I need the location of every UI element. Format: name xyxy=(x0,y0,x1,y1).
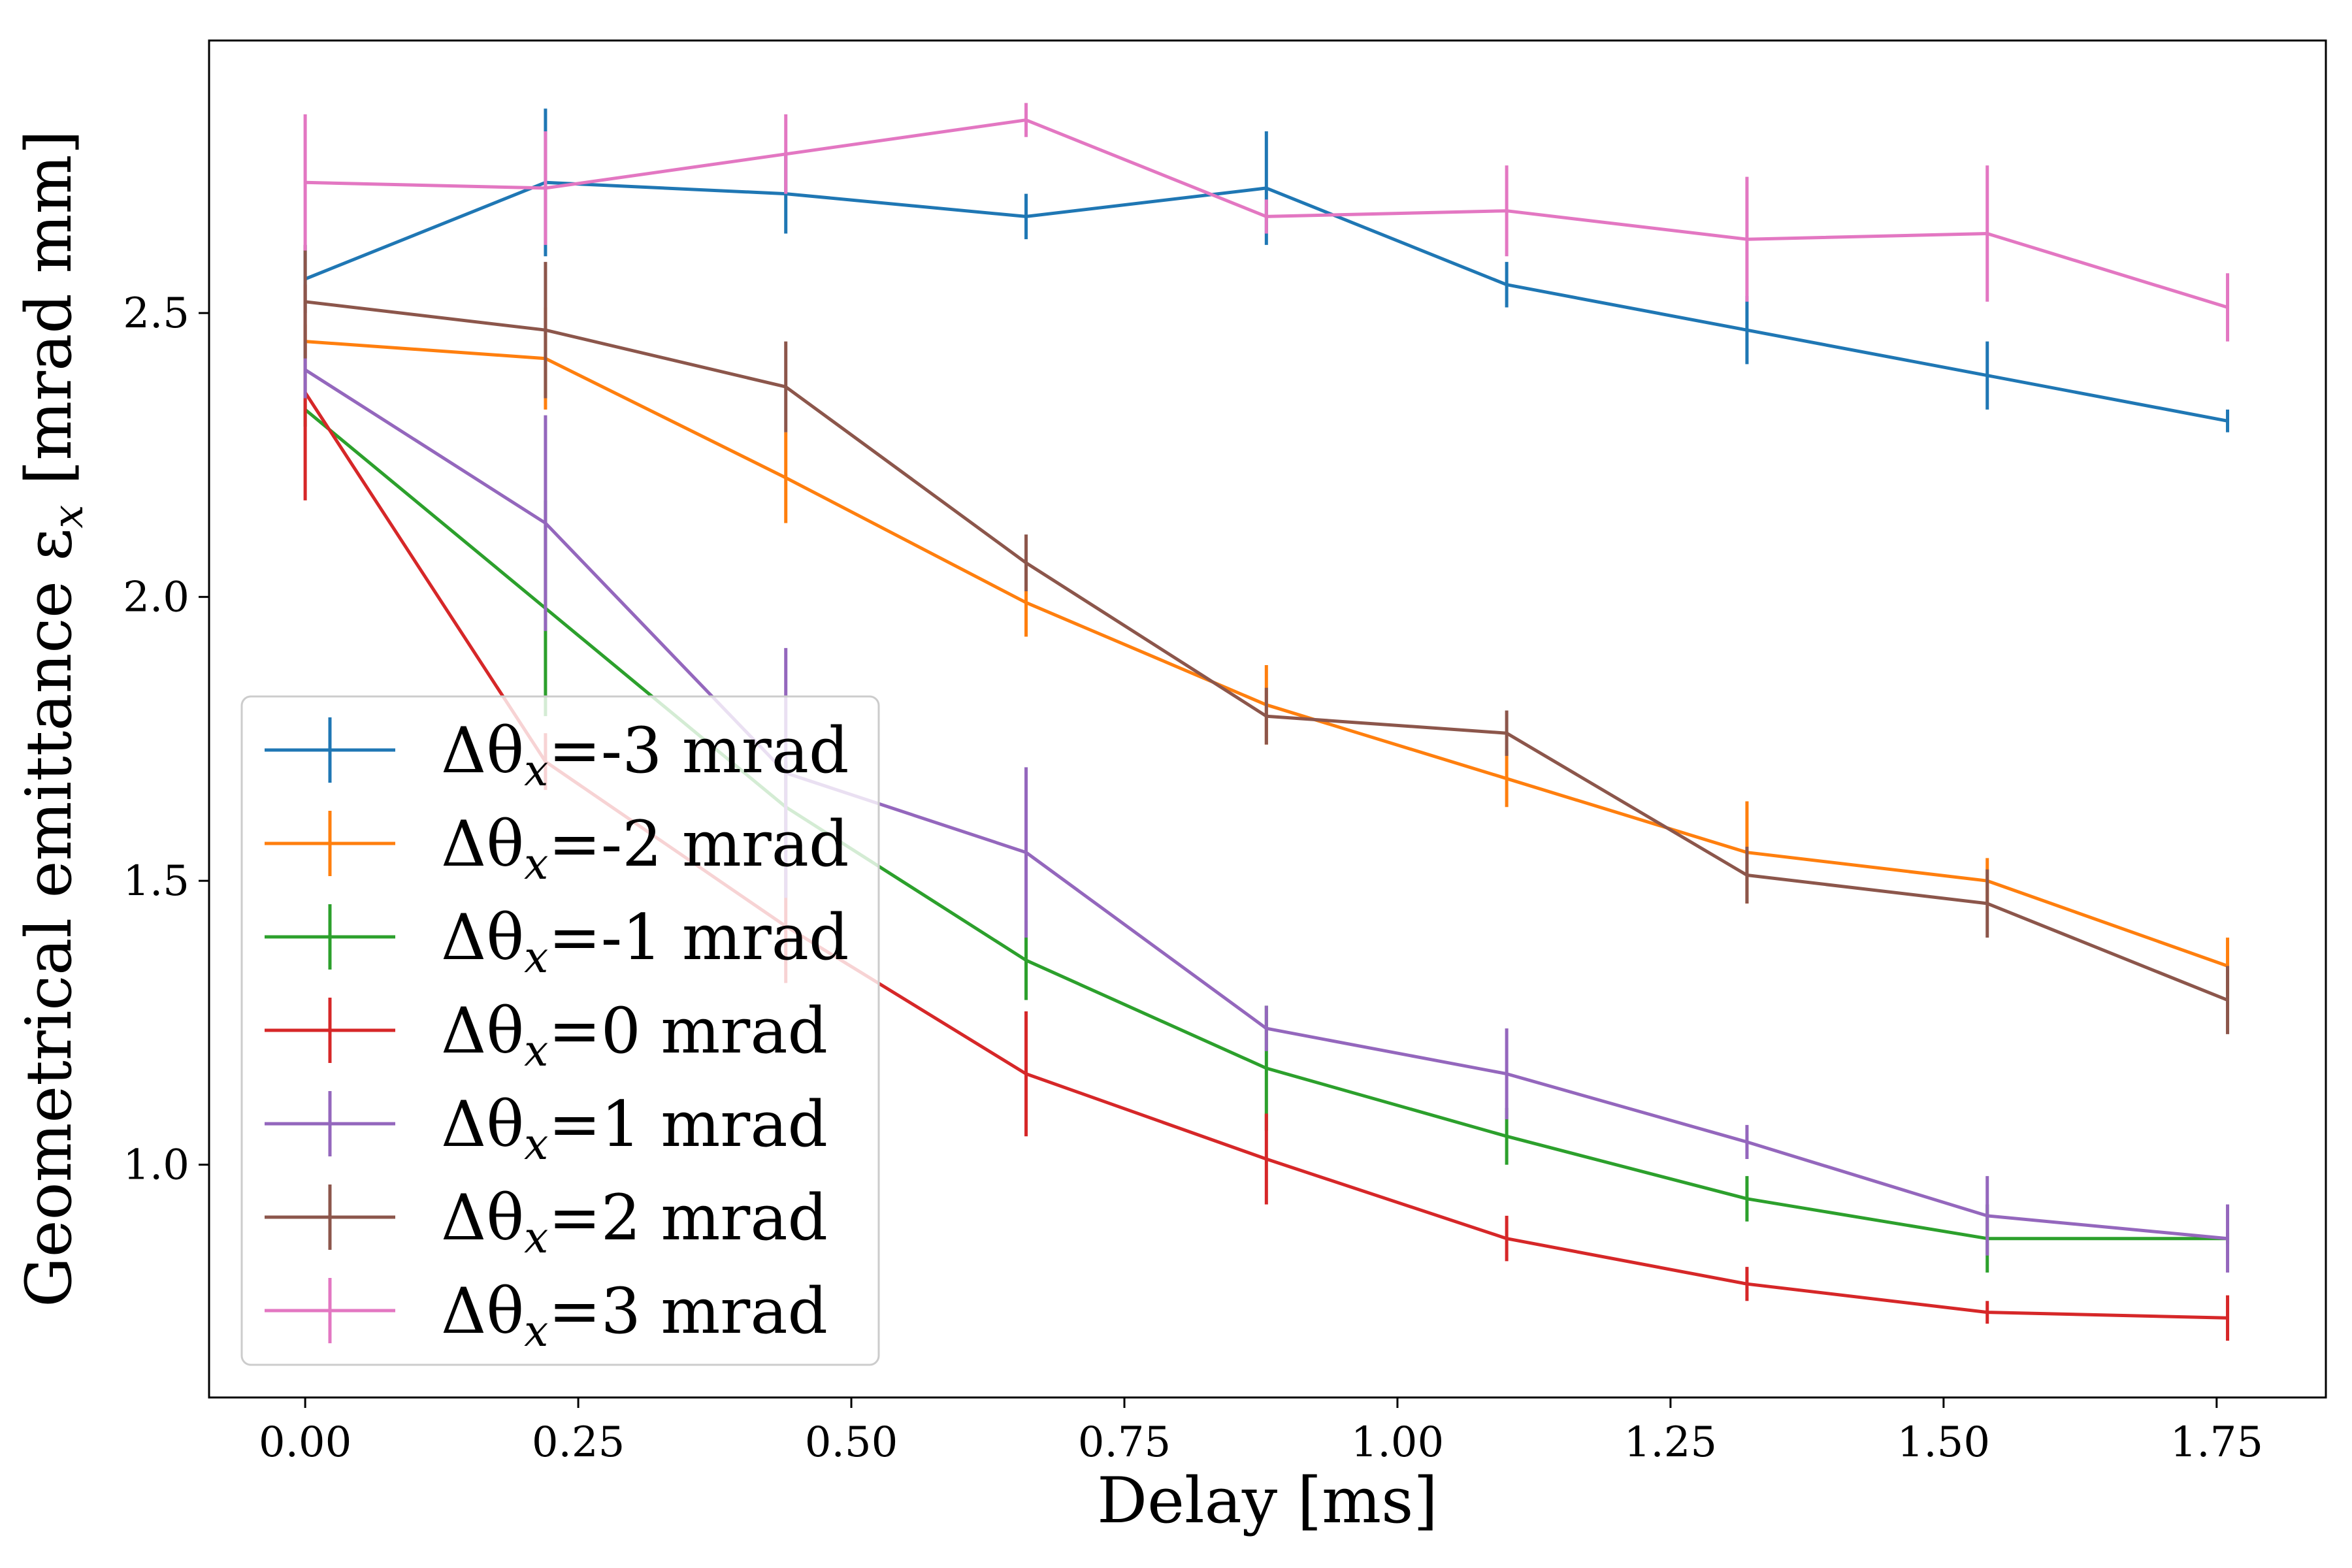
legend-label: Δθx=1 mrad xyxy=(441,1088,828,1169)
series-6 xyxy=(303,244,2230,1034)
legend: Δθx=-3 mrad Δθx=-2 mrad Δθx=-1 mrad Δθx=0 m… xyxy=(240,695,880,1366)
x-tick-label: 0.50 xyxy=(805,1418,898,1467)
x-tick-label: 1.50 xyxy=(1897,1418,1991,1467)
legend-label: Δθx=0 mrad xyxy=(441,994,828,1076)
legend-entry: Δθx=1 mrad xyxy=(265,1088,828,1169)
x-tick-label: 0.00 xyxy=(259,1418,352,1467)
legend-label: Δθx=-1 mrad xyxy=(441,901,849,983)
y-tick-label: 1.0 xyxy=(123,1141,189,1190)
legend-entry: Δθx=-1 mrad xyxy=(265,901,849,983)
legend-entry: Δθx=3 mrad xyxy=(265,1275,828,1356)
y-axis-label: Geometrical emittance εx [mrad mm] xyxy=(12,130,93,1307)
series-7 xyxy=(303,103,2230,342)
y-tick-label: 2.5 xyxy=(123,289,189,338)
legend-entry: Δθx=-2 mrad xyxy=(265,808,849,889)
legend-entry: Δθx=0 mrad xyxy=(265,994,828,1076)
legend-entry: Δθx=2 mrad xyxy=(265,1181,828,1263)
legend-label: Δθx=-2 mrad xyxy=(441,808,849,889)
plot-frame xyxy=(208,39,2327,1399)
legend-label: Δθx=2 mrad xyxy=(441,1181,828,1263)
x-tick-label: 1.25 xyxy=(1624,1418,1718,1467)
x-axis-ticks: 0.00 0.25 0.50 0.75 1.00 1.25 1.50 1.75 xyxy=(259,1397,2263,1467)
x-tick-label: 0.25 xyxy=(532,1418,625,1467)
legend-entry: Δθx=-3 mrad xyxy=(265,714,849,796)
x-tick-label: 1.75 xyxy=(2170,1418,2264,1467)
legend-label: Δθx=-3 mrad xyxy=(441,714,849,796)
x-tick-label: 1.00 xyxy=(1351,1418,1445,1467)
x-tick-label: 0.75 xyxy=(1078,1418,1171,1467)
x-axis-label: Delay [ms] xyxy=(1097,1464,1438,1537)
y-axis-ticks: 1.0 1.5 2.0 2.5 xyxy=(123,289,209,1190)
legend-label: Δθx=3 mrad xyxy=(441,1275,828,1356)
y-tick-label: 1.5 xyxy=(123,857,189,906)
legend-frame xyxy=(240,695,880,1366)
y-tick-label: 2.0 xyxy=(123,574,189,622)
